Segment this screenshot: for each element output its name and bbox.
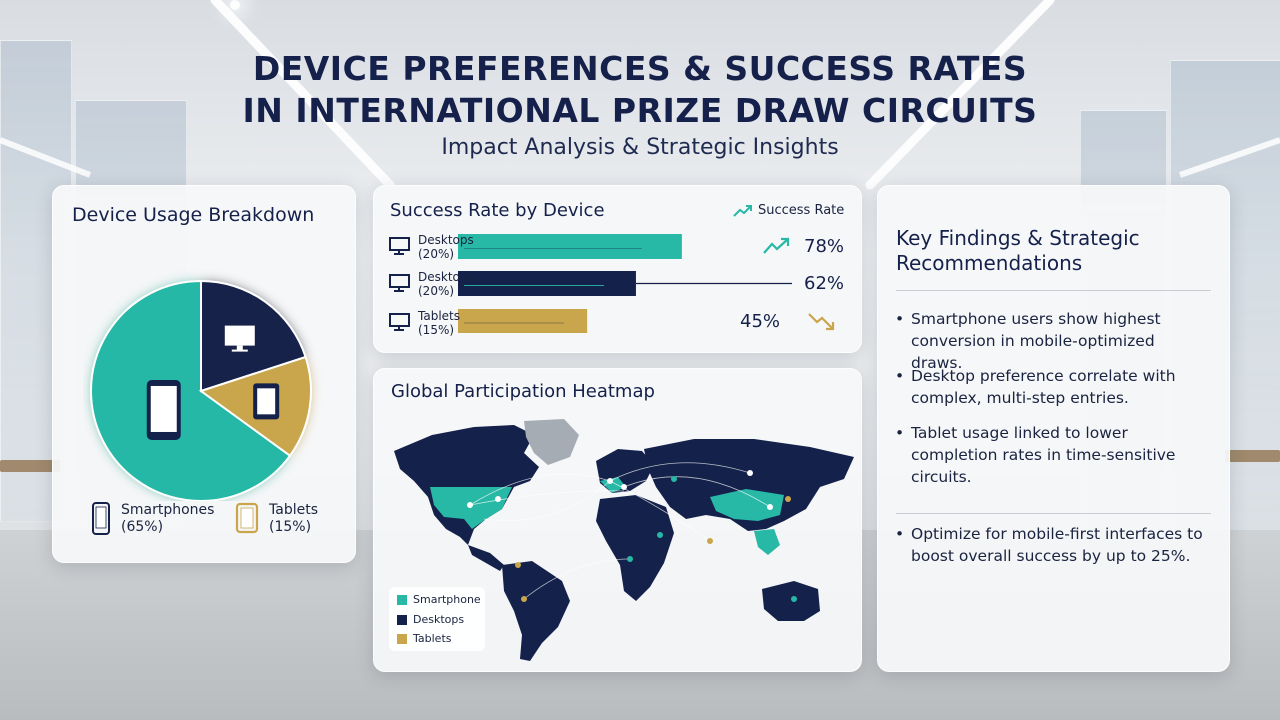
- bar-1-value: 78%: [804, 236, 845, 257]
- ceiling-lights: [0, 0, 1280, 190]
- finding-text-3: Tablet usage linked to lower completion …: [911, 424, 1176, 486]
- city-lights: [467, 470, 797, 602]
- success-rate-legend-label: Success Rate: [758, 203, 845, 218]
- greenland-shape: [524, 419, 579, 465]
- key-findings-card: Key Findings & Strategic Recommendations: [877, 185, 1230, 672]
- key-findings-divider-bottom: [896, 513, 1211, 514]
- success-rate-bar-chart: [458, 234, 792, 333]
- legend-tablets-pct: (15%): [269, 519, 312, 535]
- page-subtitle: Impact Analysis & Strategic Insights: [441, 135, 839, 160]
- legend-smartphones-pct: (65%): [121, 519, 164, 535]
- success-rate-card: Success Rate by Device Success Rate Desk…: [373, 185, 862, 353]
- trend-up-icon: [733, 204, 752, 217]
- heatmap-legend-smartphone-label: Smartphone: [413, 593, 481, 606]
- bar-1: [458, 234, 682, 259]
- finding-text-4: Optimize for mobile-first interfaces to …: [911, 525, 1203, 565]
- desktop-icon: [389, 274, 410, 292]
- bar-2-value: 62%: [804, 273, 845, 294]
- heatmap-card: Global Participation Heatmap: [373, 368, 862, 672]
- page-title: DEVICE PREFERENCES & SUCCESS RATES IN IN…: [0, 48, 1280, 132]
- bar-2-name: Desktops: [418, 270, 474, 284]
- bar-3-value: 45%: [740, 311, 781, 332]
- china-highlight: [710, 489, 784, 521]
- finding-text-1: Smartphone users show highest conversion…: [911, 310, 1161, 372]
- success-rate-legend: Success Rate: [732, 203, 844, 218]
- smartphone-icon: [92, 502, 110, 535]
- title-line-2: IN INTERNATIONAL PRIZE DRAW CIRCUITS: [242, 91, 1038, 130]
- world-map: [394, 419, 854, 661]
- title-line-1: DEVICE PREFERENCES & SUCCESS RATES: [252, 49, 1028, 88]
- key-findings-divider-top: [896, 290, 1211, 291]
- bar-3-pct: (15%): [418, 323, 455, 337]
- tablet-icon: [253, 383, 280, 420]
- australia-shape: [762, 581, 820, 621]
- heatmap-legend-desktops: Desktops: [397, 613, 464, 626]
- bar-2-pct: (20%): [418, 284, 455, 298]
- asia-shape: [644, 439, 854, 531]
- bar-1-pct: (20%): [418, 247, 455, 261]
- legend-smartphones-label: Smartphones: [121, 502, 215, 518]
- heatmap-title: Global Participation Heatmap: [391, 381, 655, 402]
- legend-smartphones: Smartphones (65%): [91, 502, 214, 536]
- usa-highlight: [430, 487, 512, 529]
- key-findings-title-line-2: Recommendations: [896, 251, 1083, 275]
- heatmap-legend-tablets-label: Tablets: [413, 632, 452, 645]
- bar-1-name: Desktops: [418, 233, 474, 247]
- device-usage-title: Device Usage Breakdown: [72, 204, 315, 226]
- south-america-shape: [502, 561, 570, 661]
- desktop-icon: [224, 325, 255, 352]
- heatmap-legend: Smartphone Desktops Tablets: [389, 587, 485, 651]
- africa-shape: [596, 495, 674, 601]
- success-rate-title: Success Rate by Device: [390, 200, 605, 221]
- finding-text-2: Desktop preference correlate with comple…: [911, 367, 1176, 407]
- bar-2: [458, 271, 636, 296]
- pie-slice-smartphones: [90, 279, 292, 501]
- desktop-icon: [389, 313, 410, 331]
- smartphone-icon: [146, 379, 181, 440]
- device-usage-card: Device Usage Breakdown Smartphones (65%)…: [52, 185, 356, 563]
- sea-highlight: [754, 529, 780, 555]
- heatmap-legend-desktops-label: Desktops: [413, 613, 465, 626]
- bar-3-name: Tablets: [418, 309, 460, 323]
- europe-highlight: [600, 477, 626, 493]
- north-america-shape: [394, 425, 539, 545]
- key-findings-title-line-1: Key Findings & Strategic: [896, 226, 1140, 250]
- central-america-shape: [468, 545, 504, 571]
- legend-tablets: Tablets (15%): [235, 502, 318, 536]
- key-findings-title: Key Findings & Strategic Recommendations: [896, 226, 1140, 276]
- trend-down-icon: [808, 313, 835, 331]
- tablet-icon: [235, 502, 259, 534]
- desktop-icon: [389, 237, 410, 255]
- heatmap-legend-tablets: Tablets: [397, 632, 452, 645]
- bar-3: [458, 309, 588, 333]
- device-usage-pie: [90, 279, 312, 501]
- trend-up-icon: [763, 237, 790, 254]
- heatmap-legend-smartphone: Smartphone: [397, 593, 481, 606]
- legend-tablets-label: Tablets: [269, 502, 318, 518]
